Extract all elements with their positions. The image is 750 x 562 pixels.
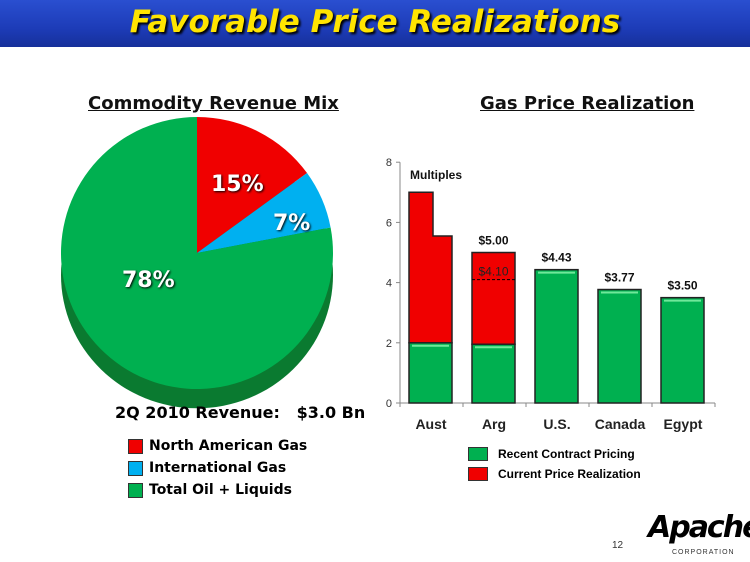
bar-Arg-contract	[471, 343, 516, 404]
revenue-text: 2Q 2010 Revenue: $3.0 Bn	[115, 403, 366, 422]
pie-heading: Commodity Revenue Mix	[88, 93, 339, 114]
y-tick-label: 0	[386, 398, 392, 410]
y-tick-label: 2	[386, 338, 392, 350]
legend-contract: Recent Contract Pricing	[468, 447, 635, 461]
y-tick-label: 4	[386, 278, 392, 290]
legend-oil: Total Oil + Liquids	[128, 482, 292, 498]
pie-slice-0	[197, 117, 308, 253]
data-label-Arg: $5.00	[478, 234, 508, 248]
logo-subtitle: CORPORATION	[672, 549, 735, 556]
y-tick-label: 8	[386, 157, 392, 169]
pie-chart	[60, 117, 333, 409]
x-label-Arg: Arg	[482, 416, 506, 432]
bar-Egypt-contract	[660, 296, 705, 404]
legend-intl-gas: International Gas	[128, 460, 286, 476]
x-label-Canada: Canada	[595, 416, 646, 432]
bar-Arg-current	[471, 251, 516, 346]
data-label-U.S.: $4.43	[541, 251, 571, 265]
pie-label-na-gas: 15%	[211, 172, 264, 197]
bar-Aust-contract	[408, 342, 453, 404]
y-tick-label: 6	[386, 217, 392, 229]
bar-Canada-contract	[597, 288, 642, 404]
x-label-Egypt: Egypt	[664, 416, 703, 432]
pie-label-intl-gas: 7%	[273, 211, 311, 236]
data-label-Canada: $3.77	[604, 271, 634, 285]
slide-title: Favorable Price Realizations	[129, 4, 621, 40]
x-label-Aust: Aust	[415, 416, 446, 432]
bar-aust-current	[408, 191, 453, 344]
bar-U.S.-contract	[534, 268, 579, 404]
x-label-U.S.: U.S.	[543, 416, 570, 432]
legend-current: Current Price Realization	[468, 467, 641, 481]
legend-na-gas: North American Gas	[128, 438, 307, 454]
bar-heading: Gas Price Realization	[480, 93, 695, 114]
pie-slice-1	[197, 173, 331, 253]
apache-logo: Apache	[648, 510, 750, 545]
title-banner	[0, 0, 750, 47]
data-label-Egypt: $3.50	[667, 279, 697, 293]
bar-chart: 0 2 4 6 8 Aust Arg $5.00 U.S. $4.43 Canada $3.77 Egy…	[386, 157, 716, 432]
page-number: 12	[612, 540, 624, 551]
pie-label-oil: 78%	[122, 268, 175, 293]
arg-inner-label: $4.10	[478, 265, 508, 279]
pie-slice-2	[60, 117, 333, 390]
multiples-annotation: Multiples	[410, 168, 462, 182]
